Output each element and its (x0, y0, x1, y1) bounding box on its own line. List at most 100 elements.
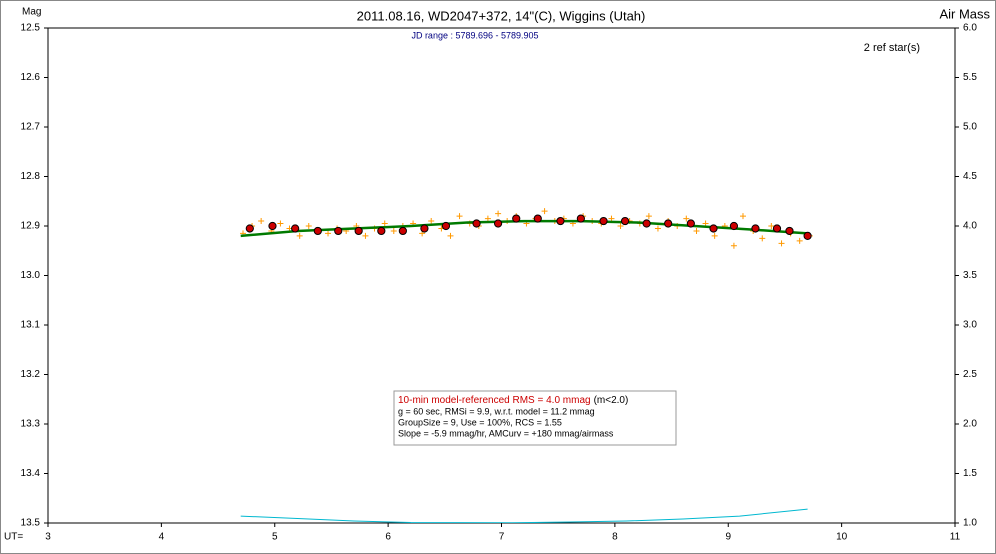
measurement-point (608, 215, 615, 222)
x-tick-label: 10 (836, 532, 848, 543)
measurement-point (711, 232, 718, 239)
y-tick-label: 12.6 (21, 72, 41, 83)
y-tick-label: 12.7 (21, 122, 41, 133)
ref-note: 2 ref star(s) (864, 42, 920, 54)
info-box: 10-min model-referenced RMS = 4.0 mmag (m… (393, 390, 677, 446)
binned-point (533, 214, 542, 223)
x-tick-label: 4 (159, 532, 165, 543)
binned-point (664, 219, 673, 228)
measurement-point (362, 232, 369, 239)
binned-point (751, 224, 760, 233)
y2-axis-label: Air Mass (939, 6, 990, 21)
measurement-point (693, 227, 700, 234)
binned-point (398, 226, 407, 236)
y2-tick-label: 4.0 (963, 221, 977, 232)
binned-point (268, 221, 277, 231)
binned-point (686, 219, 695, 228)
binned-point (576, 214, 585, 223)
y-tick-label: 12.5 (21, 23, 41, 34)
x-tick-label: 8 (612, 532, 618, 543)
x-tick-label: 5 (272, 532, 278, 543)
y-tick-label: 13.5 (21, 518, 41, 529)
measurement-point (739, 213, 746, 220)
info-rms: 10-min model-referenced RMS = 4.0 mmag (398, 395, 591, 406)
y-axis-label: Mag (22, 7, 41, 18)
x-tick-label: 9 (725, 532, 731, 543)
y2-tick-label: 1.5 (963, 468, 977, 479)
y2-tick-label: 5.0 (963, 122, 977, 133)
measurement-point (447, 232, 454, 239)
measurement-point (645, 213, 652, 220)
measurement-point (325, 230, 332, 237)
binned-point (642, 219, 651, 228)
measurement-point (390, 227, 397, 234)
info-line: 10-min model-referenced RMS = 4.0 mmag (m… (398, 395, 628, 406)
measurement-point (730, 242, 737, 249)
y2-tick-label: 3.0 (963, 320, 977, 331)
binned-point (620, 216, 630, 226)
measurement-point (617, 223, 624, 229)
binned-point (291, 224, 300, 233)
binned-point (599, 216, 608, 226)
binned-point (313, 226, 322, 236)
measurement-point (654, 225, 661, 232)
measurement-point (541, 208, 548, 215)
x-tick-label: 6 (385, 532, 391, 543)
binned-point (441, 221, 451, 231)
measurement-point (258, 218, 265, 225)
y2-tick-label: 2.5 (963, 369, 977, 380)
measurement-point (277, 220, 284, 227)
y-tick-label: 13.4 (21, 468, 41, 479)
measurement-point (778, 240, 785, 247)
measurement-point (381, 220, 388, 227)
y2-tick-label: 1.0 (963, 518, 977, 529)
x-tick-label: 3 (45, 532, 51, 543)
x-axis-label: UT= (4, 532, 23, 543)
measurement-point (768, 223, 775, 229)
model-line (240, 508, 808, 523)
binned-point (772, 224, 782, 233)
binned-point (493, 219, 503, 228)
y2-tick-label: 6.0 (963, 23, 977, 34)
x-tick-label: 7 (499, 532, 505, 543)
y-tick-label: 13.3 (21, 419, 41, 430)
binned-point (512, 214, 521, 223)
binned-point (354, 226, 363, 236)
y2-tick-label: 3.5 (963, 270, 977, 281)
measurement-point (759, 235, 766, 242)
y-tick-label: 12.9 (21, 221, 41, 232)
y-tick-label: 13.1 (21, 320, 41, 331)
measurement-point (305, 223, 312, 229)
measurement-point (428, 218, 435, 225)
plot-marks (240, 208, 813, 523)
y-tick-label: 13.2 (21, 369, 41, 380)
binned-point (377, 226, 386, 236)
measurement-point (683, 215, 690, 222)
binned-point (334, 226, 343, 236)
binned-point (709, 224, 718, 233)
y2-tick-label: 4.5 (963, 171, 977, 182)
binned-point (472, 219, 481, 228)
x-tick-label: 11 (950, 532, 961, 543)
info-line: GroupSize = 9, Use = 100%, RCS = 1.55 (398, 417, 562, 427)
binned-point (245, 224, 254, 233)
y-tick-label: 13.0 (21, 270, 41, 281)
measurement-point (484, 215, 491, 222)
chart-title: 2011.08.16, WD2047+372, 14"(C), Wiggins … (357, 8, 646, 23)
info-rms-note: (m<2.0) (594, 395, 629, 406)
jd-range: JD range : 5789.696 - 5789.905 (411, 30, 538, 40)
binned-point (803, 231, 812, 240)
measurement-point (296, 232, 303, 239)
measurement-point (495, 210, 502, 217)
y-tick-label: 12.8 (21, 171, 41, 182)
binned-point (785, 226, 794, 236)
measurement-point (796, 237, 803, 244)
binned-point (729, 221, 739, 231)
measurement-point (456, 213, 463, 220)
info-line: g = 60 sec, RMSi = 9.9, w.r.t. model = 1… (398, 406, 595, 416)
binned-point (556, 216, 565, 226)
y2-tick-label: 2.0 (963, 419, 977, 430)
info-box-frame (393, 390, 677, 446)
